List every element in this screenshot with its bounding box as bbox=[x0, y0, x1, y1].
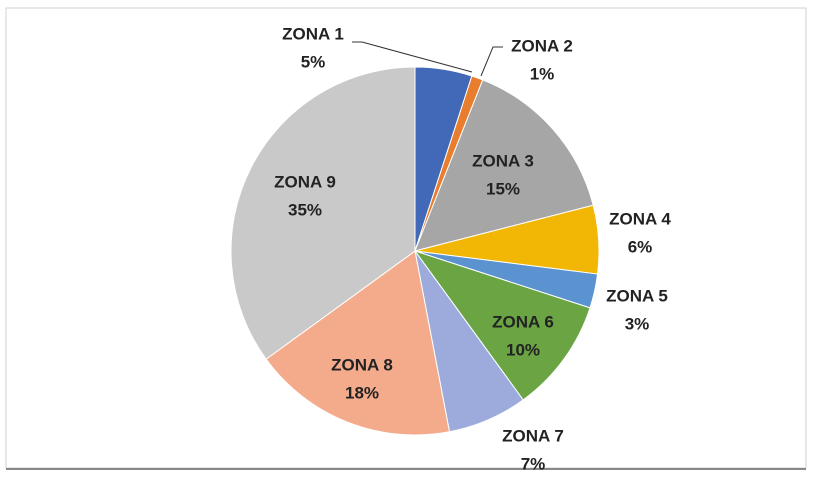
slice-label: ZONA 3 bbox=[472, 151, 534, 170]
leader-line bbox=[480, 46, 503, 77]
slice-value-label: 10% bbox=[506, 340, 540, 359]
pie-slice bbox=[230, 66, 416, 360]
slice-label: ZONA 9 bbox=[274, 172, 336, 191]
slice-label: ZONA 7 bbox=[502, 426, 564, 445]
slice-value-label: 6% bbox=[628, 237, 653, 256]
pie-slice bbox=[414, 79, 594, 252]
pie-slice bbox=[413, 250, 591, 401]
slice-value-label: 5% bbox=[301, 52, 326, 71]
slice-value-label: 1% bbox=[530, 64, 555, 83]
slice-label: ZONA 6 bbox=[492, 312, 554, 331]
slice-value-label: 18% bbox=[345, 383, 379, 402]
leader-line bbox=[352, 41, 473, 73]
slice-label: ZONA 8 bbox=[331, 355, 393, 374]
slice-value-label: 35% bbox=[288, 200, 322, 219]
slice-label: ZONA 4 bbox=[609, 209, 671, 228]
slice-label: ZONA 2 bbox=[511, 36, 573, 55]
slice-value-label: 7% bbox=[521, 454, 546, 473]
slice-value-label: 15% bbox=[486, 179, 520, 198]
slice-label: ZONA 5 bbox=[606, 286, 668, 305]
slice-label: ZONA 1 bbox=[282, 24, 344, 43]
pie-slice bbox=[265, 250, 451, 436]
slice-value-label: 3% bbox=[625, 314, 650, 333]
